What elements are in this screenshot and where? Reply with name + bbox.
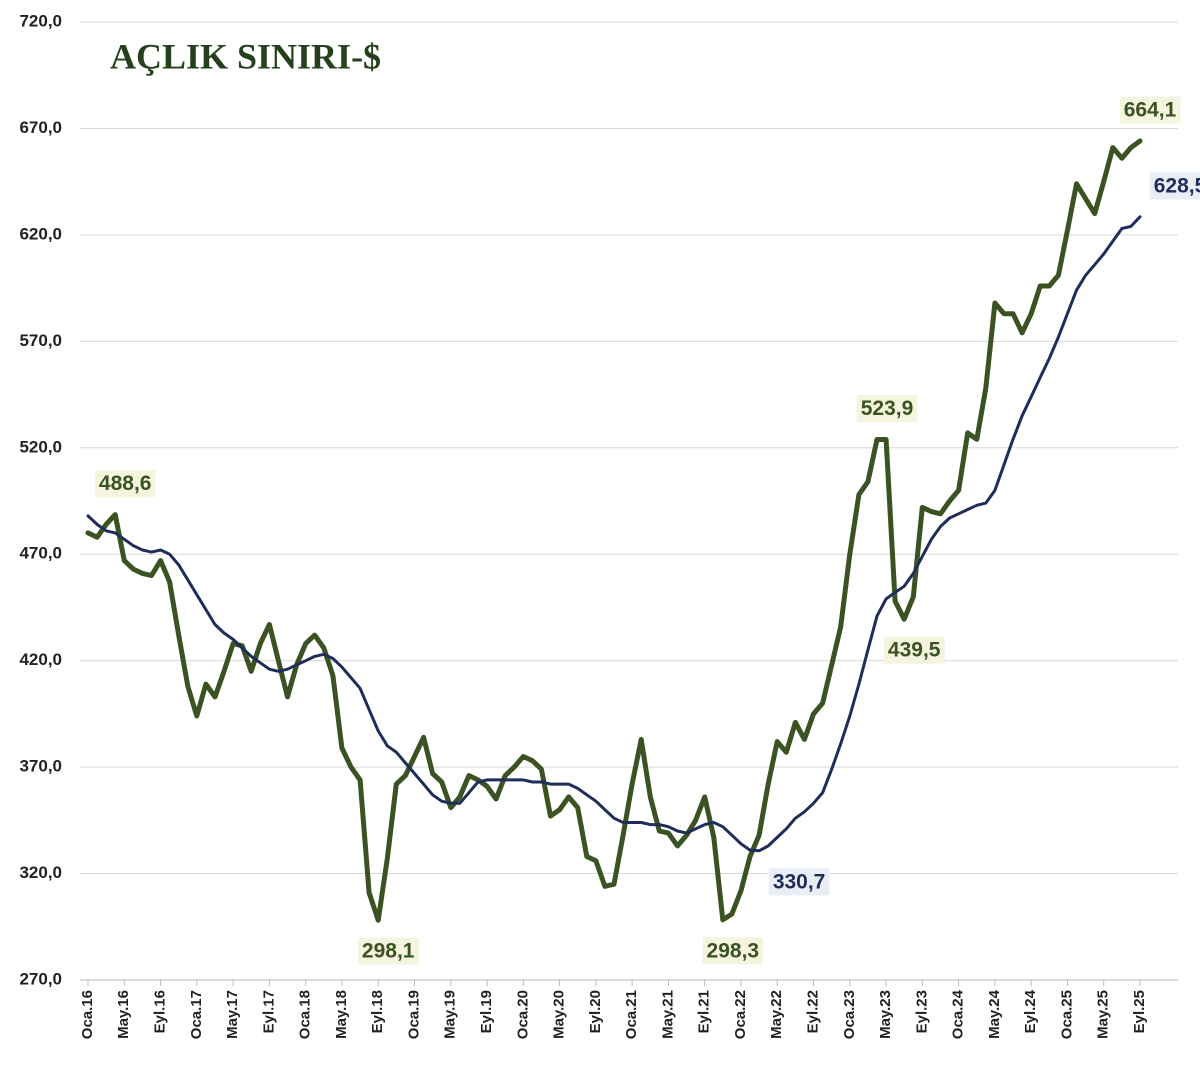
data-label-text: 664,1 [1124, 99, 1177, 122]
line-series [85, 138, 1143, 923]
x-tick-label: Oca.19 [405, 990, 422, 1039]
y-tick-label: 270,0 [19, 969, 62, 988]
data-label: 298,1 [357, 937, 419, 965]
x-tick-label: Oca.24 [950, 989, 967, 1039]
x-tick-label: Eyl.21 [696, 990, 713, 1033]
x-tick-label: Eyl.24 [1022, 989, 1039, 1033]
data-label-text: 523,9 [861, 397, 914, 420]
x-tick-label: Oca.18 [297, 990, 314, 1039]
data-label-text: 439,5 [888, 639, 941, 662]
x-tick-label: Eyl.16 [152, 990, 169, 1033]
data-label-box [357, 937, 419, 965]
x-tick-label: Oca.16 [79, 990, 96, 1039]
line-series [86, 215, 1142, 853]
data-label: 488,6 [94, 470, 156, 498]
data-label-box [702, 937, 764, 965]
data-label-box [1119, 96, 1181, 124]
y-tick-label: 320,0 [19, 863, 62, 882]
data-label-box [1149, 172, 1200, 200]
x-tick-label: Eyl.18 [369, 990, 386, 1033]
x-tick-label: May.16 [115, 990, 132, 1039]
data-label-text: 488,6 [99, 472, 152, 495]
y-tick-label: 420,0 [19, 650, 62, 669]
data-label: 523,9 [856, 395, 918, 423]
x-tick-label: Eyl.23 [913, 990, 930, 1033]
data-label-box [768, 868, 830, 896]
x-tick-label: Eyl.19 [478, 990, 495, 1033]
data-label: 439,5 [883, 636, 945, 664]
y-tick-label: 370,0 [19, 757, 62, 776]
x-tick-label: Oca.23 [841, 990, 858, 1039]
x-tick-label: May.25 [1095, 990, 1112, 1039]
x-tick-label: Oca.21 [623, 990, 640, 1039]
y-tick-label: 570,0 [19, 331, 62, 350]
x-tick-label: Oca.20 [514, 990, 531, 1039]
x-tick-label: May.20 [551, 990, 568, 1039]
x-tick-label: Oca.17 [188, 990, 205, 1039]
x-tick-label: Eyl.20 [587, 990, 604, 1033]
data-label: 298,3 [702, 937, 764, 965]
x-tick-label: May.21 [659, 990, 676, 1039]
x-tick-label: May.18 [333, 990, 350, 1039]
data-label: 628,5 [1149, 172, 1200, 200]
x-tick-label: May.24 [986, 989, 1003, 1039]
data-label-box [94, 470, 156, 498]
x-tick-label: Oca.22 [732, 990, 749, 1039]
data-label: 664,1 [1119, 96, 1181, 124]
data-label-text: 298,1 [362, 940, 415, 963]
y-tick-label: 720,0 [19, 11, 62, 30]
x-tick-label: Eyl.17 [260, 990, 277, 1033]
chart-title: AÇLIK SINIRI-$ [110, 36, 381, 76]
data-label-box [883, 636, 945, 664]
data-label-text: 330,7 [773, 870, 826, 893]
x-tick-label: May.19 [442, 990, 459, 1039]
y-tick-label: 620,0 [19, 224, 62, 243]
x-tick-label: Eyl.25 [1131, 990, 1148, 1033]
data-label-text: 298,3 [707, 939, 760, 962]
x-tick-label: Oca.25 [1058, 990, 1075, 1039]
y-tick-label: 470,0 [19, 544, 62, 563]
x-tick-label: May.17 [224, 990, 241, 1039]
x-tick-label: May.22 [768, 990, 785, 1039]
y-tick-label: 670,0 [19, 118, 62, 137]
y-tick-label: 520,0 [19, 437, 62, 456]
x-tick-label: May.23 [877, 990, 894, 1039]
data-label-text: 628,5 [1154, 174, 1200, 197]
data-label: 330,7 [768, 868, 830, 896]
x-tick-label: Eyl.22 [804, 990, 821, 1033]
data-label-box [856, 395, 918, 423]
